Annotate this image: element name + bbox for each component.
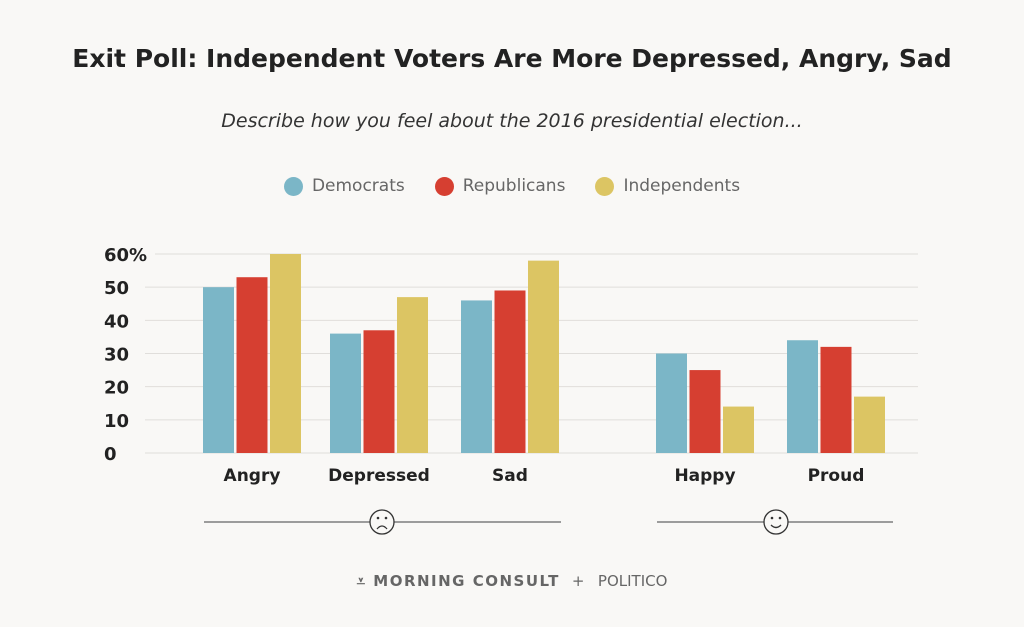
bar-proud-independents [854,396,885,453]
bar-depressed-independents [397,297,428,453]
y-tick-label: 0 [104,444,117,465]
morning-consult-logo-icon: ⩡ [356,572,374,590]
y-tick-label: 20 [104,378,129,399]
bar-sad-republicans [494,290,526,453]
frown-face-icon [369,509,395,535]
y-tick-label: 10 [104,411,129,432]
bar-happy-republicans [689,370,721,453]
smile-face-icon [763,509,789,535]
chart-title: Exit Poll: Independent Voters Are More D… [72,44,952,73]
legend-label: Independents [623,176,741,196]
x-tick-label: Sad [492,466,528,486]
legend-independents: Independents [595,176,740,196]
legend-swatch [434,176,454,196]
x-tick-label: Happy [674,466,735,486]
bar-angry-republicans [236,277,268,453]
legend-swatch [595,176,615,196]
bar-sad-independents [528,260,559,453]
y-tick-label: 50 [104,278,129,299]
legend-label: Republicans [462,176,566,196]
y-tick-label: 40 [104,311,129,332]
bar-sad-democrats [461,300,492,453]
x-tick-label: Depressed [328,466,430,486]
bar-depressed-republicans [363,330,395,453]
chart-subtitle: Describe how you feel about the 2016 pre… [221,110,803,132]
bar-proud-democrats [787,340,818,453]
brand-morning-consult: MORNING CONSULT [373,572,560,590]
x-tick-label: Angry [224,466,281,486]
brand-politico: POLITICO [597,572,668,590]
legend-label: Democrats [311,176,405,196]
bar-angry-independents [270,254,301,453]
y-tick-label: 30 [104,345,129,366]
y-tick-label: 60% [104,245,147,266]
legend: Democrats Republicans Independents [0,176,1024,196]
bar-happy-democrats [656,353,687,453]
bar-angry-democrats [203,287,234,453]
footer: ⩡ MORNING CONSULT + POLITICO [0,572,1024,590]
bar-happy-independents [723,406,754,453]
x-tick-label: Proud [808,466,865,486]
bar-proud-republicans [820,346,852,453]
legend-democrats: Democrats [283,176,405,196]
legend-republicans: Republicans [434,176,566,196]
bar-depressed-democrats [330,333,361,453]
plus-sign: + [571,572,586,590]
legend-swatch [283,176,303,196]
